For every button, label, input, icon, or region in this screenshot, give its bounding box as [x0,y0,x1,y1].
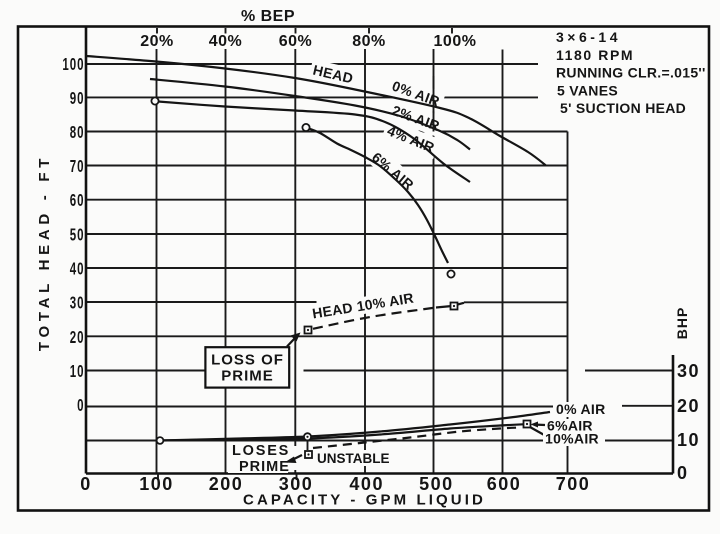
svg-text:90: 90 [70,88,85,108]
svg-text:200: 200 [209,474,244,494]
svg-text:6%AIR: 6%AIR [547,418,593,434]
svg-text:20: 20 [677,396,700,416]
svg-text:0: 0 [80,474,92,494]
svg-text:40: 40 [70,259,85,279]
svg-text:30: 30 [70,293,85,313]
svg-text:1180 RPM: 1180 RPM [556,47,634,63]
svg-text:300: 300 [279,474,314,494]
svg-text:100%: 100% [434,33,477,50]
svg-text:CAPACITY - GPM LIQUID: CAPACITY - GPM LIQUID [243,492,486,509]
svg-text:% BEP: % BEP [241,8,295,25]
svg-text:LOSES: LOSES [232,443,290,459]
svg-text:RUNNING CLR.=.015'': RUNNING CLR.=.015'' [556,65,706,81]
svg-text:5' SUCTION HEAD: 5' SUCTION HEAD [560,100,686,116]
svg-text:80: 80 [70,123,85,143]
svg-text:5 VANES: 5 VANES [557,83,618,99]
svg-text:20%: 20% [140,33,174,50]
svg-text:80%: 80% [352,33,386,50]
svg-text:10: 10 [677,430,700,450]
svg-text:UNSTABLE: UNSTABLE [317,451,390,466]
svg-text:PRIME: PRIME [221,368,274,385]
svg-text:70: 70 [70,157,85,177]
svg-text:500: 500 [419,474,454,494]
svg-text:40%: 40% [209,33,243,50]
svg-text:60%: 60% [279,33,313,50]
svg-text:0: 0 [677,463,689,483]
svg-text:BHP: BHP [674,307,690,340]
svg-text:30: 30 [677,361,700,381]
svg-text:0% AIR: 0% AIR [556,401,606,417]
svg-text:600: 600 [487,474,522,494]
svg-text:10%AIR: 10%AIR [545,431,599,447]
svg-text:100: 100 [62,55,84,75]
svg-text:60: 60 [70,191,85,211]
svg-text:LOSS OF: LOSS OF [211,352,284,369]
svg-text:400: 400 [349,474,384,494]
svg-text:100: 100 [139,474,174,494]
svg-text:50: 50 [70,225,85,245]
svg-text:TOTAL HEAD - FT: TOTAL HEAD - FT [36,154,53,351]
svg-text:700: 700 [556,474,591,494]
svg-text:0: 0 [77,396,84,416]
svg-text:10: 10 [70,362,85,382]
svg-text:20: 20 [70,327,85,347]
svg-text:3×6-14: 3×6-14 [556,29,621,45]
svg-text:PRIME: PRIME [239,459,290,475]
